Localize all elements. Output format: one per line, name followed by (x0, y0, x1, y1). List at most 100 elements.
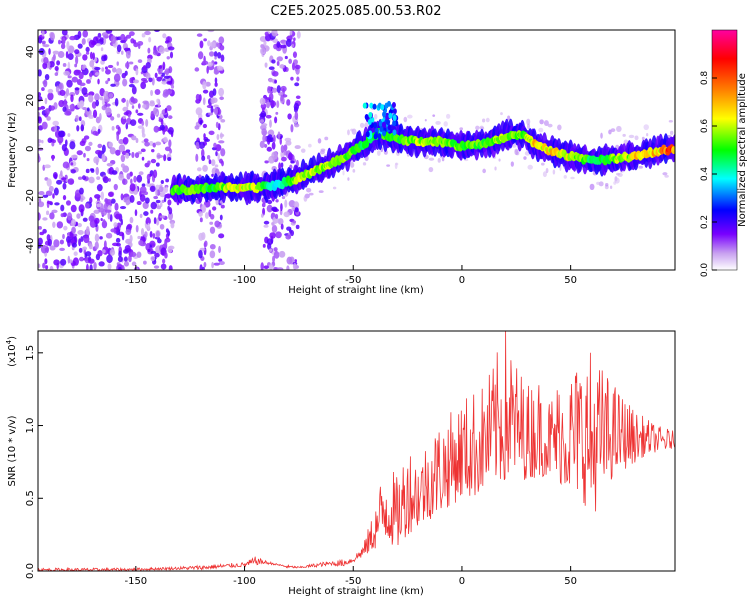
noise-blob (162, 61, 166, 71)
noise-blob (126, 223, 133, 230)
noise-blob (292, 51, 298, 58)
noise-blob (267, 199, 273, 205)
noise-blob (260, 262, 264, 270)
noise-blob (218, 260, 225, 266)
noise-blob (118, 139, 125, 145)
noise-blob (285, 38, 292, 47)
noise-blob (609, 185, 613, 190)
noise-blob (274, 213, 279, 219)
noise-blob (294, 207, 299, 213)
y-tick-label: 1.0 (25, 418, 36, 434)
noise-blob (149, 185, 156, 193)
noise-blob (136, 251, 142, 258)
noise-blob (96, 203, 102, 208)
noise-blob (210, 105, 214, 114)
noise-blob (46, 210, 50, 216)
noise-blob (214, 220, 221, 228)
noise-blob (38, 191, 45, 196)
noise-blob (266, 238, 273, 246)
noise-blob (294, 111, 299, 120)
y-tick-label: -20 (25, 189, 36, 205)
noise-blob (271, 30, 278, 37)
ridge-cell (382, 130, 387, 137)
noise-blob (62, 182, 67, 190)
noise-blob (55, 85, 60, 93)
noise-blob (76, 125, 80, 132)
noise-blob (203, 38, 207, 42)
noise-blob (150, 158, 157, 164)
noise-blob (498, 158, 501, 162)
noise-blob (280, 44, 287, 49)
noise-blob (118, 173, 125, 181)
noise-blob (140, 148, 146, 153)
noise-blob (205, 81, 211, 87)
noise-blob (196, 33, 203, 37)
colorbar-tick-label: 0.0 (700, 263, 710, 278)
noise-blob (628, 134, 635, 139)
y-multiplier: (x104) (5, 336, 18, 367)
noise-blob (141, 127, 145, 135)
noise-blob (332, 186, 337, 190)
noise-blob (153, 217, 157, 225)
noise-blob (168, 139, 172, 148)
noise-blob (137, 125, 144, 129)
noise-blob (373, 113, 378, 120)
noise-blob (308, 143, 312, 148)
noise-blob (268, 92, 274, 101)
noise-blob (276, 267, 284, 270)
noise-blob (437, 158, 441, 163)
noise-blob (159, 124, 165, 131)
snr-panel: -150 -100 -50 0 50 0.0 0.5 1.0 1.5 Height of st… (5, 330, 676, 597)
noise-blob (266, 146, 273, 152)
noise-blob (213, 262, 220, 266)
noise-blob (149, 231, 153, 238)
noise-blob (617, 172, 623, 177)
noise-blob (638, 165, 643, 169)
ridge-cell (388, 112, 393, 119)
noise-blob (167, 205, 171, 211)
noise-blob (64, 110, 72, 116)
noise-blob (288, 58, 292, 64)
noise-blob (159, 192, 166, 198)
colorbar-gradient (711, 29, 738, 271)
noise-blob (111, 170, 118, 175)
noise-blob (271, 87, 278, 93)
noise-blob (38, 116, 42, 124)
noise-blob (209, 41, 216, 48)
noise-blob (262, 134, 267, 143)
noise-blob (195, 107, 203, 116)
noise-blob (42, 262, 46, 269)
noise-blob (79, 256, 85, 262)
noise-blob (78, 204, 85, 213)
noise-blob (79, 85, 83, 92)
noise-blob (166, 80, 173, 85)
noise-blob (130, 178, 133, 185)
noise-blob (150, 110, 155, 118)
noise-blob (51, 209, 58, 214)
noise-blob (155, 230, 160, 238)
noise-blob (119, 33, 126, 43)
noise-blob (199, 120, 203, 126)
noise-blob (125, 122, 129, 130)
noise-blob (145, 118, 149, 127)
noise-blob (272, 70, 279, 77)
noise-blob (208, 112, 214, 116)
noise-blob (161, 199, 165, 203)
noise-blob (285, 140, 292, 146)
noise-blob (125, 152, 130, 159)
noise-blob (153, 265, 160, 269)
noise-blob (154, 72, 158, 79)
noise-blob (165, 186, 169, 193)
noise-blob (154, 88, 161, 96)
noise-blob (155, 217, 160, 226)
noise-blob (264, 160, 269, 164)
noise-blob (196, 167, 202, 172)
noise-blob (120, 163, 125, 168)
noise-blob (47, 238, 52, 247)
noise-blob (163, 75, 171, 79)
noise-blob (207, 30, 215, 33)
noise-blob (46, 178, 52, 187)
noise-blob (97, 32, 102, 38)
noise-blob (56, 60, 61, 66)
noise-blob (147, 160, 151, 165)
